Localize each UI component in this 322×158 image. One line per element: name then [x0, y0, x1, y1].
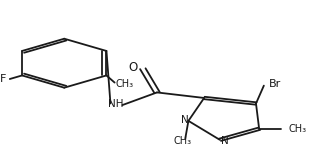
Text: CH₃: CH₃ — [289, 124, 307, 134]
Text: Br: Br — [269, 79, 281, 89]
Text: CH₃: CH₃ — [173, 136, 191, 146]
Text: NH: NH — [109, 99, 124, 109]
Text: O: O — [128, 61, 137, 74]
Text: N: N — [222, 136, 229, 146]
Text: CH₃: CH₃ — [116, 79, 134, 89]
Text: F: F — [0, 74, 6, 84]
Text: N: N — [181, 115, 189, 125]
